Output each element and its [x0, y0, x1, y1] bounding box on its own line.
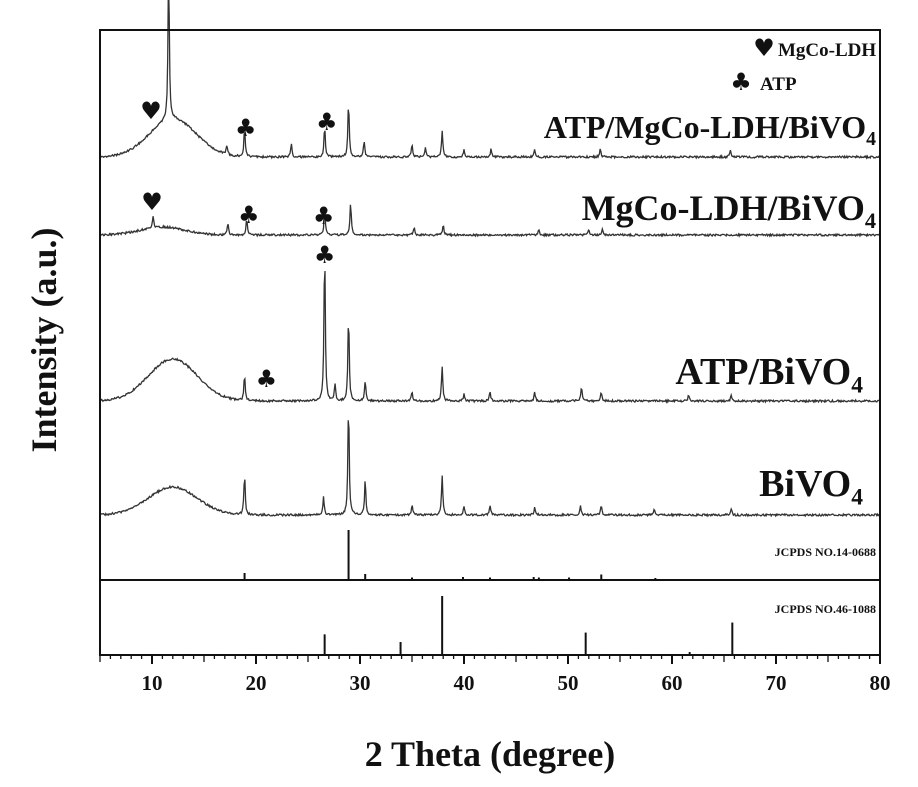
atp-marker-icon: ♣	[313, 202, 335, 230]
y-axis-title: Intensity (a.u.)	[24, 227, 64, 452]
atp-marker-icon: ♣	[256, 365, 278, 393]
atp-marker-icon: ♣	[316, 108, 338, 136]
reference-pattern: JCPDS NO.46-1088	[325, 596, 876, 655]
mgco-ldh-marker-icon: ♥	[141, 188, 163, 216]
series-label-text: MgCo-LDH/BiVO	[582, 188, 865, 228]
heart-icon: ♥	[753, 34, 775, 62]
series-label-subscript: 4	[866, 128, 876, 150]
series-label-subscript: 4	[851, 484, 863, 510]
series-label-text: ATP/BiVO	[675, 351, 851, 393]
x-tick-label: 60	[662, 671, 683, 695]
legend-label: MgCo-LDH	[778, 40, 876, 61]
series-label-subscript: 4	[851, 372, 863, 398]
reference-panels: JCPDS NO.14-0688 JCPDS NO.46-1088	[245, 530, 876, 655]
atp-marker-icon: ♣	[314, 241, 336, 269]
reference-label: JCPDS NO.46-1088	[775, 602, 876, 616]
reference-pattern: JCPDS NO.14-0688	[245, 530, 876, 580]
series-label: ATP/MgCo-LDH/BiVO4	[544, 109, 876, 150]
legend-label: ATP	[760, 74, 797, 95]
series-label-subscript: 4	[865, 208, 876, 233]
x-axis-title: 2 Theta (degree)	[365, 734, 616, 774]
x-tick-label: 30	[350, 671, 371, 695]
club-icon: ♣	[730, 68, 752, 96]
legend: ♥MgCo-LDH♣ATP	[730, 34, 876, 96]
x-tick-label: 40	[454, 671, 475, 695]
xrd-series: ATP/BiVO4 ♣ ♣	[100, 241, 880, 402]
legend-item: ♣ ATP	[730, 68, 797, 96]
series-label-text: ATP/MgCo-LDH/BiVO	[544, 109, 866, 145]
series-label: ATP/BiVO4	[675, 351, 863, 398]
x-tick-label: 70	[766, 671, 787, 695]
xrd-series: MgCo-LDH/BiVO4 ♥ ♣ ♣	[100, 188, 880, 236]
reference-label: JCPDS NO.14-0688	[775, 545, 876, 559]
x-tick-label: 80	[870, 671, 891, 695]
xrd-chart: ATP/MgCo-LDH/BiVO4♥♣♣MgCo-LDH/BiVO4♥♣♣AT…	[0, 0, 918, 787]
legend-item: ♥MgCo-LDH	[753, 34, 876, 62]
x-tick-label: 20	[246, 671, 267, 695]
xrd-series: BiVO4	[100, 420, 880, 516]
series-label: BiVO4	[759, 463, 863, 510]
series-label: MgCo-LDH/BiVO4	[582, 188, 876, 233]
atp-marker-icon: ♣	[235, 114, 257, 142]
x-tick-label: 10	[142, 671, 163, 695]
series-label-text: BiVO	[759, 463, 851, 505]
atp-marker-icon: ♣	[238, 201, 260, 229]
mgco-ldh-marker-icon: ♥	[140, 97, 162, 125]
x-tick-label: 50	[558, 671, 579, 695]
